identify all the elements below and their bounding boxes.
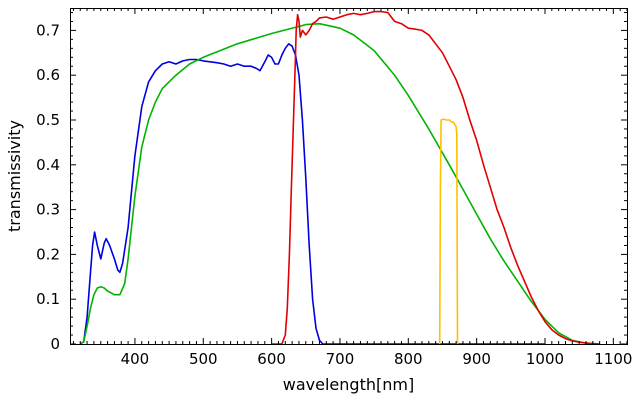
y-tick-label: 0.7 — [36, 21, 60, 39]
x-tick-label: 1000 — [526, 350, 564, 368]
x-tick-label: 900 — [462, 350, 491, 368]
x-tick-label: 500 — [189, 350, 218, 368]
y-tick-label: 0.2 — [36, 245, 60, 263]
x-tick-label: 400 — [121, 350, 150, 368]
plot-frame — [70, 8, 628, 345]
y-tick-label: 0 — [50, 335, 60, 353]
y-tick-label: 0.5 — [36, 111, 60, 129]
x-tick-label: 600 — [257, 350, 286, 368]
y-tick-label: 0.1 — [36, 290, 60, 308]
y-tick-label: 0.3 — [36, 201, 60, 219]
x-tick-label: 1100 — [594, 350, 632, 368]
ticks-layer: 400 500 600 700 800 900 1000 1100 0 0.1 0.2 0.3 0.4 0… — [36, 8, 632, 368]
series-line-2 — [79, 22, 600, 345]
series-line-4 — [438, 118, 459, 345]
y-axis-label: transmissivity — [5, 120, 24, 232]
series-layer — [79, 10, 600, 345]
x-tick-label: 800 — [394, 350, 423, 368]
x-tick-label: 700 — [326, 350, 355, 368]
y-tick-label: 0.4 — [36, 156, 60, 174]
x-axis-label: wavelength[nm] — [283, 375, 414, 394]
y-tick-label: 0.6 — [36, 66, 60, 84]
series-line-3 — [271, 10, 600, 345]
series-line-1 — [79, 43, 545, 345]
